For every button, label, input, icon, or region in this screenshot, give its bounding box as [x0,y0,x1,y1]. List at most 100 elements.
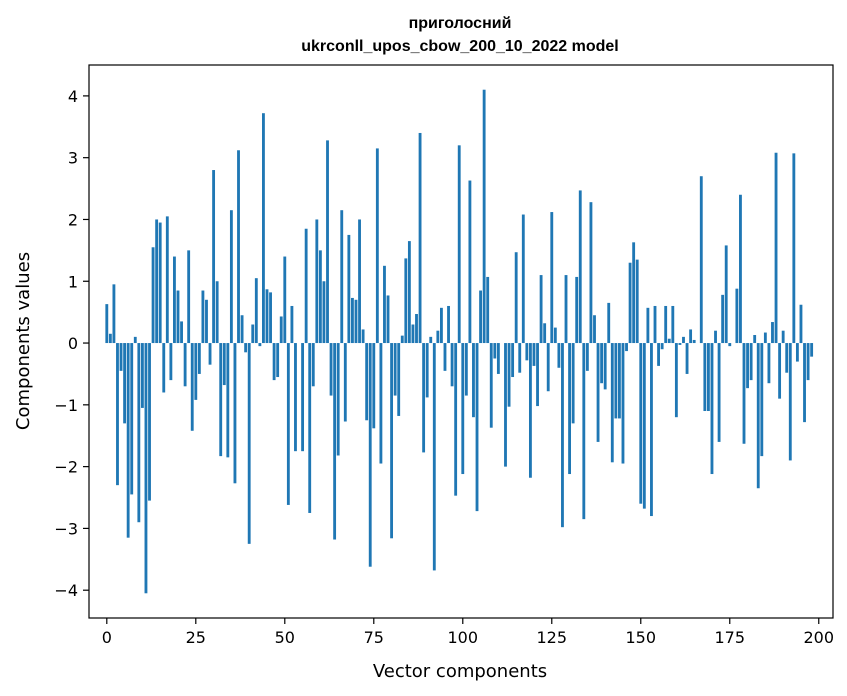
bar-component-77 [379,343,383,464]
bar-component-188 [774,152,778,344]
bar-component-98 [454,343,458,496]
bar-component-35 [229,210,233,344]
bar-component-133 [578,190,582,344]
bar-component-23 [187,250,191,344]
bar-component-29 [208,343,212,365]
y-tick-label: −3 [54,519,78,538]
bar-component-124 [546,343,550,392]
bar-component-108 [489,343,493,428]
bar-component-152 [646,307,650,344]
bar-component-13 [151,247,155,344]
bar-component-60 [318,250,322,344]
bar-component-138 [596,343,600,442]
bar-component-134 [582,343,586,520]
bar-component-57 [308,343,312,513]
bar-component-75 [372,343,376,429]
bar-component-52 [290,305,294,344]
bar-component-21 [180,321,183,344]
bar-component-157 [664,305,668,344]
bar-component-198 [810,343,814,357]
bar-component-106 [482,89,486,344]
bar-component-93 [436,330,440,344]
bar-component-158 [667,338,671,344]
bar-component-51 [286,343,290,505]
bar-component-22 [183,343,187,387]
bar-component-107 [486,276,490,344]
bar-component-165 [692,339,696,344]
bar-component-128 [561,343,564,528]
bar-component-186 [767,343,771,384]
bar-component-169 [706,343,710,412]
bar-component-146 [625,343,628,352]
bar-component-187 [771,322,774,344]
y-tick-label: −2 [54,458,78,477]
x-axis-label: Vector components [373,661,547,682]
bar-component-68 [347,234,351,344]
bar-component-33 [222,343,226,386]
bar-component-185 [763,332,767,344]
bar-component-31 [215,281,219,344]
bar-component-90 [425,343,429,398]
bar-component-37 [237,150,240,344]
x-tick-label: 175 [714,628,745,647]
bar-component-0 [105,304,109,344]
bar-component-123 [543,323,547,344]
bar-component-67 [343,343,347,422]
bar-component-135 [585,343,589,371]
bar-component-167 [699,176,703,344]
x-axis-ticks: 0 25 50 75 100 125 150 175 200 [102,618,834,647]
bar-component-179 [742,343,746,444]
bar-component-17 [165,216,169,344]
bar-component-136 [589,202,593,344]
x-tick-label: 75 [364,628,384,647]
bar-component-69 [351,297,354,344]
bar-component-70 [354,299,358,344]
x-tick-label: 25 [186,628,206,647]
bar-component-59 [315,219,319,344]
bar-component-83 [400,335,404,344]
bar-component-64 [333,343,337,540]
bar-component-8 [133,336,137,344]
bar-component-137 [593,315,596,344]
bar-component-45 [265,289,269,344]
bar-component-147 [628,262,632,344]
bar-component-168 [703,343,707,412]
x-tick-label: 150 [625,628,656,647]
bar-component-48 [276,343,280,378]
bar-component-182 [753,335,757,344]
plot-frame [88,64,834,619]
bar-component-114 [511,343,515,378]
bar-component-153 [650,343,653,517]
y-tick-label: 3 [68,149,78,168]
bar-component-120 [532,343,536,366]
bar-component-66 [340,210,344,344]
bar-component-174 [724,245,728,344]
bar-component-81 [393,343,397,396]
bar-component-144 [617,343,621,419]
bar-component-163 [685,343,689,374]
bar-component-89 [422,343,426,453]
bar-component-139 [600,343,604,384]
bar-component-65 [336,343,340,456]
bar-component-56 [304,228,308,344]
bar-component-38 [240,315,244,344]
bar-component-194 [795,343,799,362]
bar-component-115 [514,252,518,344]
bar-component-26 [197,343,201,374]
bar-component-84 [404,258,408,344]
bar-component-181 [749,343,753,381]
bar-component-55 [301,343,305,452]
bar-component-175 [728,343,732,347]
bar-component-58 [311,343,315,387]
bar-component-189 [778,343,782,399]
bar-component-145 [621,343,625,464]
bar-component-141 [607,302,611,344]
bar-component-34 [226,343,230,458]
x-tick-label: 0 [102,628,112,647]
bar-component-62 [326,140,329,344]
bar-component-162 [682,336,685,344]
bar-component-130 [568,343,571,475]
bar-component-150 [639,343,643,504]
bar-component-32 [219,343,223,457]
bar-component-14 [155,219,159,344]
